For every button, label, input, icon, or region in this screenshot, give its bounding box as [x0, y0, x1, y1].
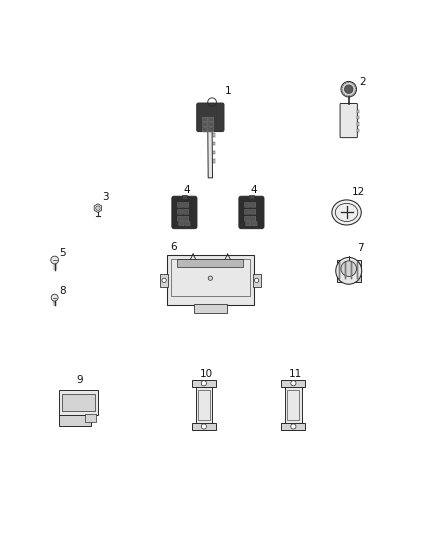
Circle shape — [96, 206, 100, 211]
Bar — [196, 385, 212, 424]
Text: 2: 2 — [359, 77, 366, 87]
FancyBboxPatch shape — [184, 216, 189, 221]
FancyBboxPatch shape — [177, 203, 183, 207]
FancyBboxPatch shape — [244, 216, 250, 221]
Circle shape — [344, 85, 353, 93]
Circle shape — [201, 424, 206, 429]
Bar — [285, 385, 302, 424]
FancyBboxPatch shape — [202, 123, 208, 127]
Text: 5: 5 — [59, 248, 66, 258]
FancyBboxPatch shape — [251, 203, 256, 207]
Text: 10: 10 — [199, 369, 212, 379]
Bar — [212, 151, 215, 154]
FancyBboxPatch shape — [208, 123, 214, 127]
FancyBboxPatch shape — [246, 222, 251, 226]
FancyBboxPatch shape — [340, 103, 357, 138]
Text: 11: 11 — [289, 369, 302, 379]
Bar — [339, 262, 340, 279]
FancyBboxPatch shape — [179, 222, 184, 226]
Bar — [198, 390, 210, 420]
Bar — [253, 274, 261, 287]
FancyBboxPatch shape — [202, 128, 208, 132]
FancyBboxPatch shape — [197, 103, 224, 132]
Bar — [177, 259, 243, 266]
Text: 8: 8 — [59, 286, 66, 296]
FancyBboxPatch shape — [184, 209, 189, 214]
Text: 7: 7 — [357, 243, 364, 253]
Bar — [62, 394, 95, 411]
Bar — [194, 304, 226, 313]
Circle shape — [51, 294, 58, 301]
FancyBboxPatch shape — [244, 209, 250, 214]
FancyBboxPatch shape — [202, 117, 208, 122]
Ellipse shape — [332, 200, 361, 225]
Text: 6: 6 — [170, 242, 177, 252]
Text: 1: 1 — [224, 86, 231, 96]
Circle shape — [162, 278, 166, 282]
Circle shape — [341, 82, 357, 97]
Text: 12: 12 — [352, 187, 365, 197]
Circle shape — [208, 276, 212, 280]
Bar — [282, 380, 305, 387]
Bar — [59, 390, 98, 415]
Bar — [182, 195, 187, 199]
Polygon shape — [208, 126, 212, 178]
Circle shape — [201, 381, 206, 386]
Text: 3: 3 — [102, 192, 109, 201]
Bar — [357, 109, 359, 113]
Bar — [287, 390, 300, 420]
Bar — [212, 142, 215, 146]
FancyBboxPatch shape — [208, 117, 214, 122]
FancyBboxPatch shape — [252, 222, 257, 226]
Text: 9: 9 — [77, 375, 84, 385]
Bar — [351, 262, 352, 279]
Bar — [160, 274, 168, 287]
Bar — [357, 123, 359, 126]
Bar — [357, 129, 359, 132]
FancyBboxPatch shape — [184, 203, 189, 207]
FancyBboxPatch shape — [177, 209, 183, 214]
Bar — [170, 259, 250, 296]
Text: 4: 4 — [251, 185, 258, 195]
Bar — [59, 415, 92, 426]
Circle shape — [254, 278, 259, 282]
FancyBboxPatch shape — [239, 196, 264, 229]
FancyBboxPatch shape — [251, 216, 256, 221]
Bar — [212, 159, 215, 163]
FancyBboxPatch shape — [172, 196, 197, 229]
Bar — [337, 260, 360, 281]
Circle shape — [51, 256, 59, 264]
FancyBboxPatch shape — [244, 203, 250, 207]
FancyBboxPatch shape — [251, 209, 256, 214]
Bar — [282, 423, 305, 430]
FancyBboxPatch shape — [185, 222, 190, 226]
Ellipse shape — [336, 257, 362, 284]
Bar — [167, 255, 254, 305]
Text: 4: 4 — [184, 185, 191, 195]
Bar — [192, 423, 216, 430]
FancyBboxPatch shape — [208, 128, 214, 132]
Bar — [249, 195, 254, 199]
Bar — [192, 380, 216, 387]
Bar — [212, 133, 215, 137]
Circle shape — [291, 381, 296, 386]
Bar — [85, 414, 96, 422]
Bar — [357, 262, 358, 279]
FancyBboxPatch shape — [177, 216, 183, 221]
Circle shape — [341, 261, 357, 277]
Bar — [345, 262, 346, 279]
Circle shape — [291, 424, 296, 429]
Bar — [357, 116, 359, 119]
Ellipse shape — [336, 204, 358, 222]
Polygon shape — [94, 204, 102, 213]
